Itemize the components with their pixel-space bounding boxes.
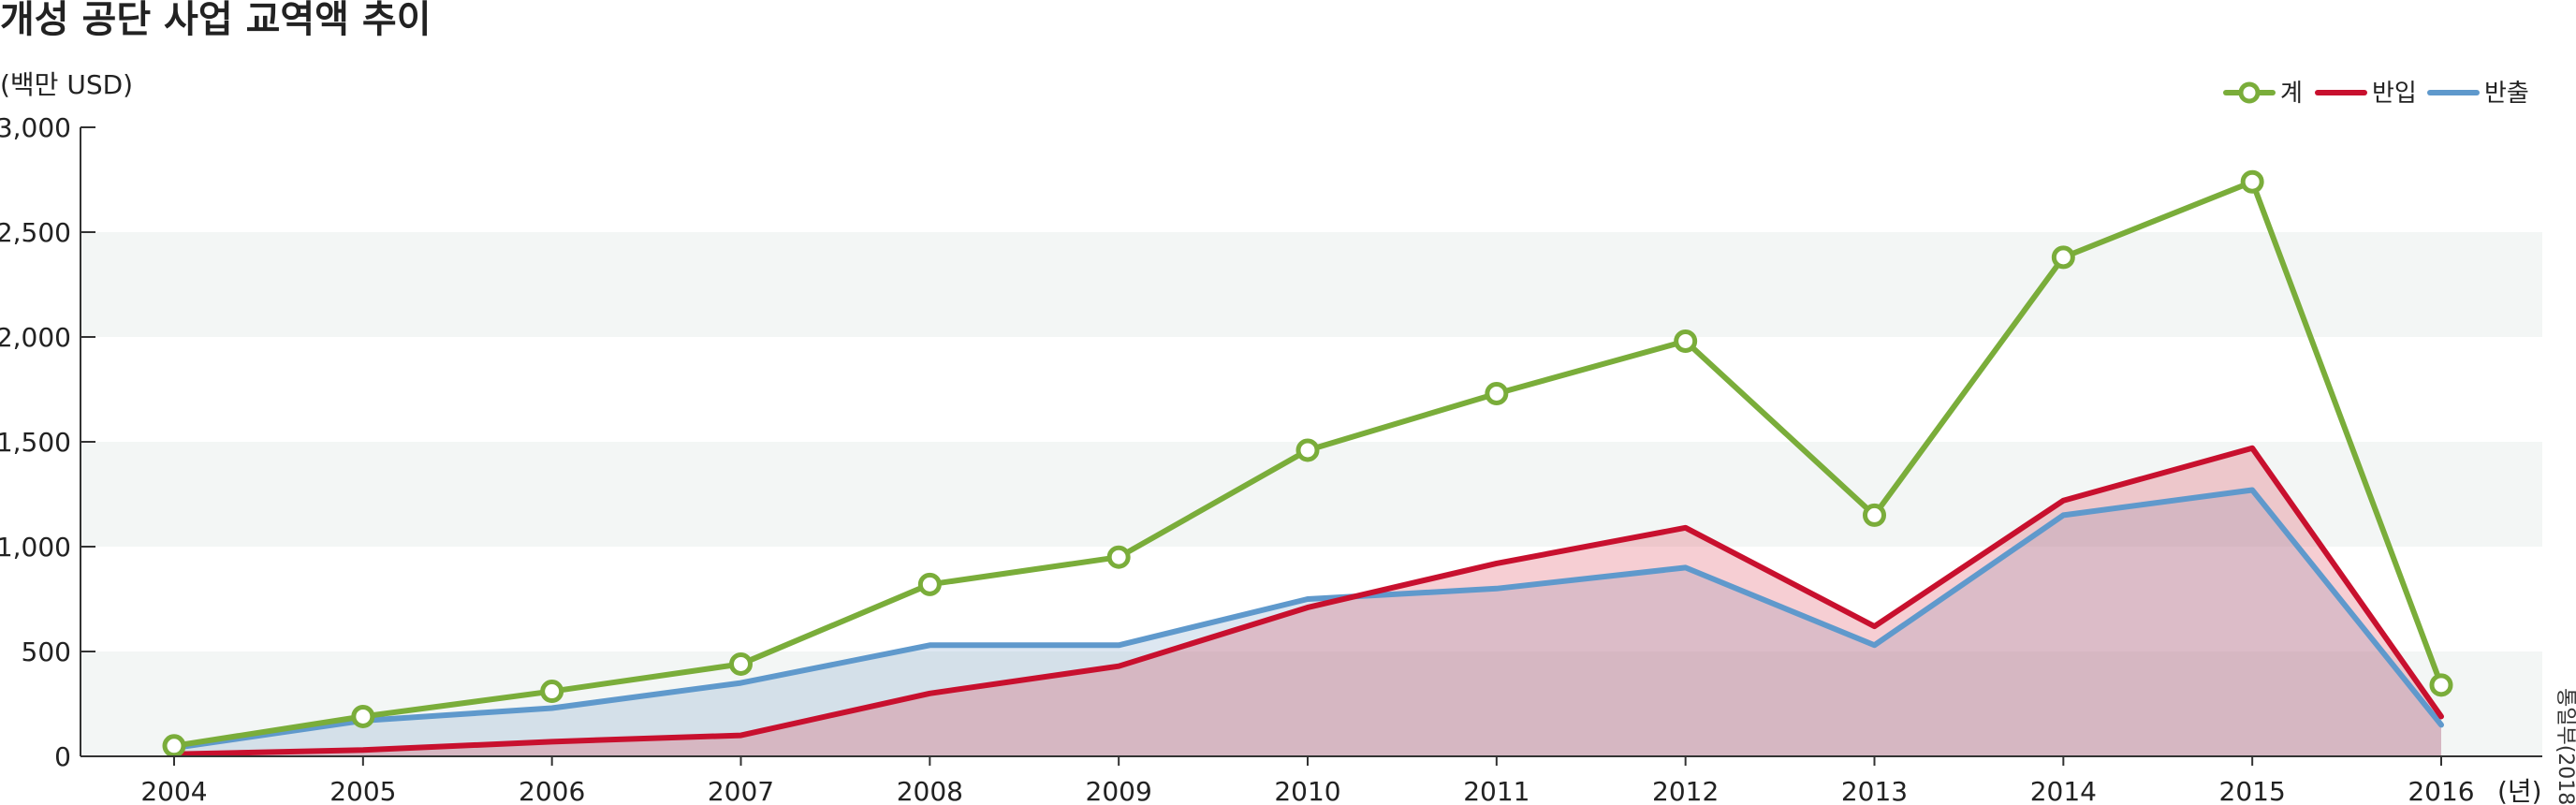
y-tick-label: 1,500 [0, 427, 71, 458]
x-tick-label: 2011 [1463, 776, 1530, 805]
x-tick-label: 2012 [1652, 776, 1719, 805]
y-ticks: 0 500 1,000 1,500 2,000 2,500 3,000 [0, 112, 95, 772]
chart-title: 개성 공단 사업 교역액 추이 [0, 0, 432, 41]
x-axis-unit: (년) [2497, 776, 2542, 805]
x-tick-label: 2007 [708, 776, 774, 805]
total-point [162, 734, 186, 758]
x-tick-label: 2016 [2408, 776, 2474, 805]
y-tick-label: 2,000 [0, 322, 71, 353]
total-point [1485, 381, 1509, 405]
grid-band [80, 232, 2542, 337]
total-point [351, 704, 375, 728]
x-tick-label: 2005 [329, 776, 396, 805]
legend-label-import: 반입 [2372, 80, 2417, 108]
y-tick-label: 2,500 [0, 217, 71, 248]
line-export [171, 487, 2444, 752]
y-tick-label: 500 [22, 637, 71, 667]
x-tick-label: 2006 [519, 776, 585, 805]
x-tick-label: 2010 [1274, 776, 1340, 805]
x-tick-label: 2013 [1841, 776, 1908, 805]
total-point [1295, 438, 1320, 462]
series-areas [174, 447, 2441, 756]
area-import [174, 447, 2441, 756]
total-point [1106, 545, 1131, 569]
area-export [174, 490, 2441, 756]
legend: 계 반입 반출 [2223, 80, 2529, 108]
total-point [2429, 673, 2453, 697]
x-tick-label: 2008 [897, 776, 963, 805]
total-point [540, 680, 564, 704]
x-tick-label: 2015 [2219, 776, 2286, 805]
y-tick-label: 1,000 [0, 532, 71, 563]
y-axis-unit: (백만 USD) [0, 69, 133, 100]
source-note: 통일부(2018) [2554, 688, 2576, 805]
total-markers [162, 169, 2453, 758]
y-tick-label: 0 [54, 741, 71, 772]
legend-label-total: 계 [2280, 80, 2303, 108]
total-point [2240, 169, 2264, 194]
total-point [1863, 503, 1886, 527]
total-point [1674, 329, 1698, 353]
total-point [729, 651, 753, 676]
x-tick-label: 2014 [2030, 776, 2097, 805]
y-tick-label: 3,000 [0, 112, 71, 143]
legend-label-export: 반출 [2484, 80, 2529, 108]
total-point [917, 572, 942, 596]
legend-marker-total [2238, 81, 2261, 104]
grid-band [80, 651, 2542, 756]
x-tick-label: 2004 [140, 776, 207, 805]
x-tick-label: 2009 [1086, 776, 1152, 805]
total-point [2051, 245, 2075, 270]
line-import [171, 445, 2444, 757]
x-ticks: 2004 2005 2006 2007 2008 2009 2010 2011 2012 2013… [140, 756, 2475, 805]
